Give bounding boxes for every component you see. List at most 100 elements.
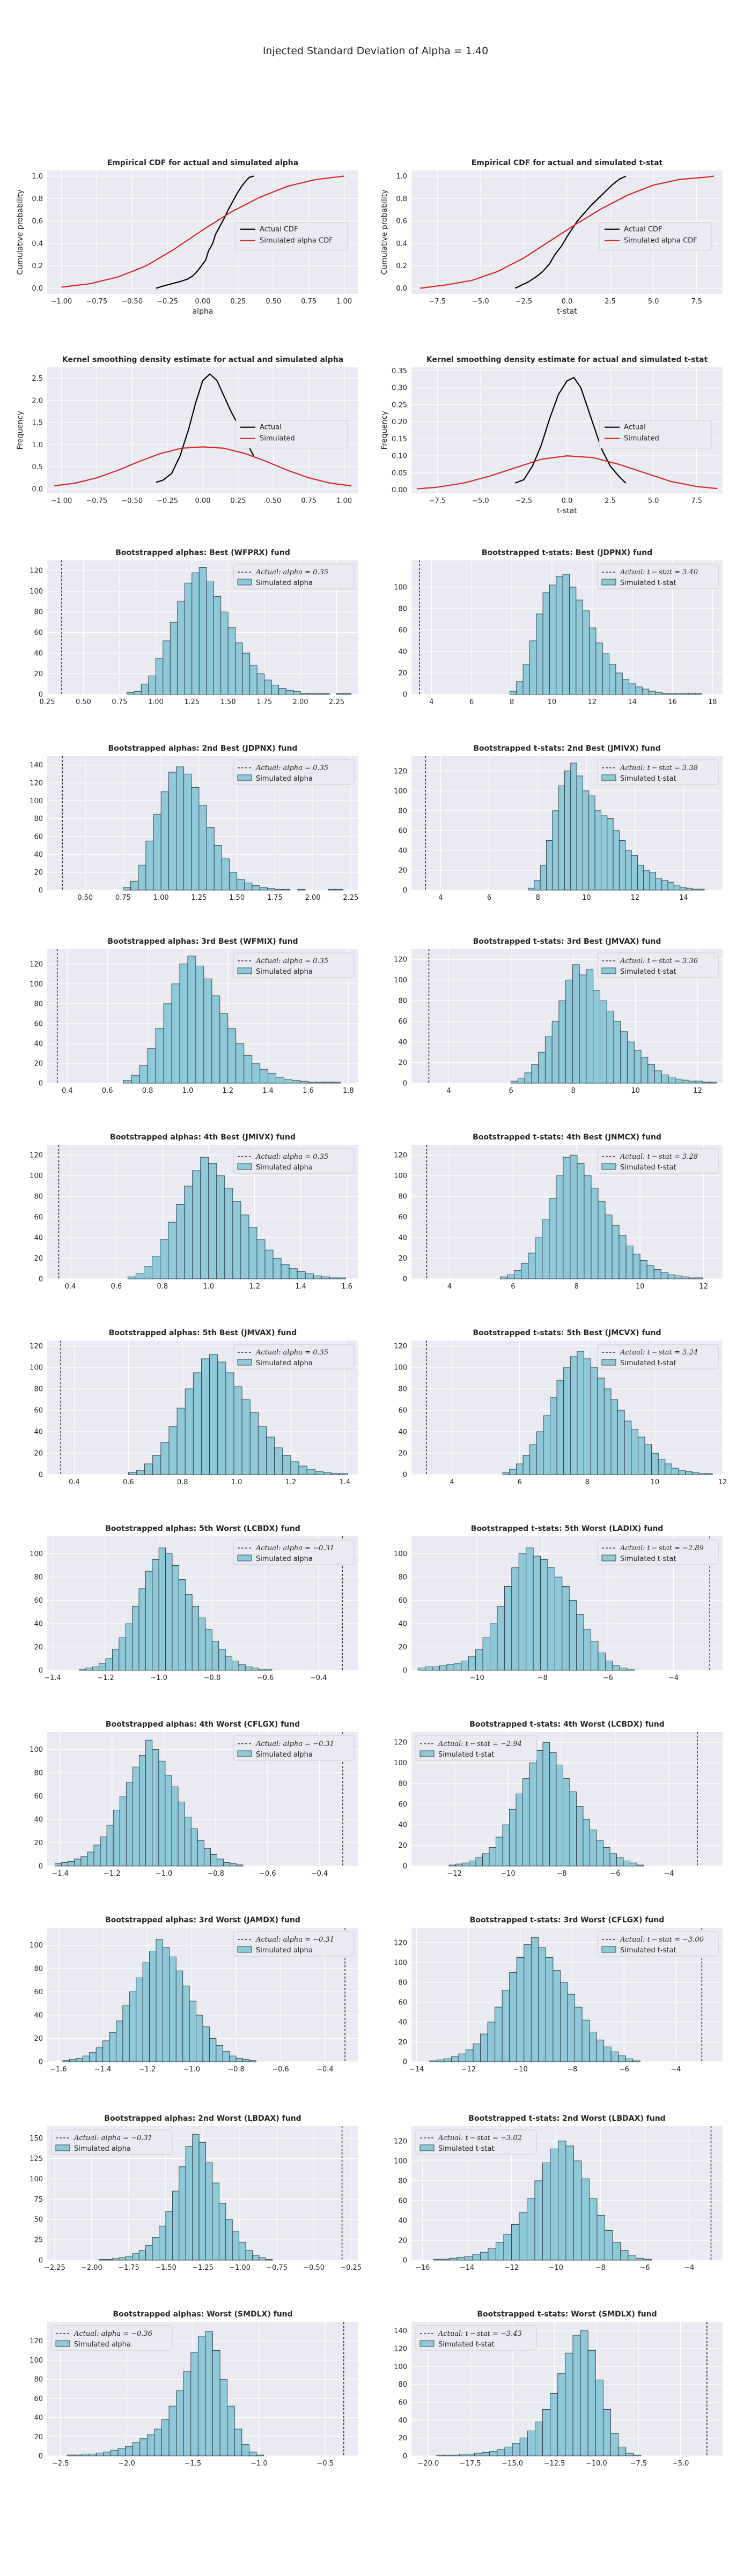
legend-label: Simulated alpha [256, 968, 313, 976]
histogram-bar [538, 1947, 546, 2062]
histogram-bar [591, 1641, 599, 1671]
histogram-bar [314, 693, 323, 695]
histogram-bar [87, 1852, 94, 1867]
histogram-bar [210, 1854, 218, 1867]
legend-label: Simulated alpha [256, 1946, 313, 1955]
histogram-bar [475, 1857, 483, 1867]
histogram-bar [570, 763, 577, 891]
legend-frame [597, 564, 719, 589]
histogram-bar [197, 2336, 206, 2456]
histogram-bar [668, 1077, 676, 1084]
histogram-bar [495, 2007, 503, 2062]
y-tick-label: 120 [394, 956, 407, 964]
histogram-bar [569, 587, 577, 695]
legend-label: Actual: alpha = 0.35 [255, 1349, 328, 1357]
histogram-bar [117, 2448, 126, 2456]
y-tick-label: 80 [34, 1193, 43, 1201]
y-tick-label: 40 [34, 2414, 43, 2422]
histogram-bar [168, 1426, 178, 1475]
legend: Actual: alpha = −0.31 Simulated alpha [51, 2129, 173, 2155]
subplot-7: 0.50 0.75 1.00 1.25 1.50 1.75 2.00 2.25 0 20 40 60 8… [30, 744, 358, 902]
y-tick-label: 60 [34, 1793, 43, 1801]
histogram-bar [79, 1669, 86, 1671]
histogram-bar [147, 1048, 156, 1084]
histogram-bar [245, 2250, 253, 2261]
legend-frame [233, 1344, 355, 1370]
histogram-bar [588, 795, 595, 891]
histogram-bar [142, 1962, 150, 2062]
chart-title: Bootstrapped t-stats: 5th Best (JMCVX) f… [473, 1329, 661, 1337]
histogram-bar [556, 576, 563, 695]
x-tick-label: −1.4 [44, 1674, 61, 1682]
histogram-bar [487, 2022, 496, 2062]
histogram-bar [503, 2234, 512, 2261]
histogram-bar [315, 1082, 325, 1084]
legend-swatch [601, 1359, 616, 1366]
histogram-bar [203, 979, 212, 1084]
histogram-bar [586, 969, 594, 1084]
y-tick-label: 60 [34, 1213, 43, 1222]
histogram-bar [89, 2453, 97, 2456]
histogram-bar [619, 1235, 627, 1279]
histogram-bar [282, 1455, 291, 1475]
histogram-bar [259, 887, 268, 891]
legend-frame [233, 1931, 355, 1957]
histogram-bar [542, 2409, 551, 2456]
histogram-bar [624, 1420, 632, 1475]
histogram-bar [168, 2405, 177, 2456]
histogram-bar [581, 2178, 590, 2261]
x-tick-label: −2.5 [516, 298, 533, 306]
histogram-bar [198, 1617, 206, 1671]
x-tick-label: 4 [438, 894, 443, 902]
histogram-bar [547, 1567, 555, 1671]
histogram-bar [211, 1641, 219, 1671]
histogram-bar [635, 686, 643, 695]
x-tick-label: 1.50 [229, 894, 245, 902]
x-tick-label: 8 [535, 894, 540, 902]
y-tick-label: 100 [30, 1364, 43, 1372]
x-tick-label: 1.75 [256, 698, 272, 706]
y-tick-label: 0.8 [32, 195, 43, 203]
y-tick-label: 40 [34, 2012, 43, 2020]
histogram-bar [136, 1470, 145, 1475]
histogram-bar [528, 1253, 536, 1279]
histogram-bar [451, 2056, 459, 2062]
histogram-bar [576, 599, 583, 695]
y-tick-label: 120 [394, 2137, 407, 2145]
x-tick-label: −0.50 [121, 497, 143, 505]
histogram-bar [160, 1442, 170, 1475]
histogram-bar [221, 858, 230, 891]
histogram-bar [509, 1972, 517, 2062]
series-line [156, 175, 254, 289]
histogram-bar [607, 818, 614, 891]
y-tick-label: 0.05 [392, 469, 407, 477]
histogram-bar [600, 815, 608, 891]
histogram-bar [99, 2259, 106, 2261]
histogram-bar [67, 2454, 75, 2456]
series-line [54, 446, 351, 487]
histogram-bar [605, 1661, 613, 1671]
chart-title: Bootstrapped alphas: Best (WFPRX) fund [115, 549, 290, 557]
histogram-bar [596, 2039, 605, 2062]
histogram-bar [249, 1412, 259, 1475]
histogram-bar [482, 2452, 490, 2456]
histogram-bar [128, 1472, 137, 1475]
histogram-bar [570, 1356, 578, 1475]
histogram-bar [688, 693, 696, 695]
histogram-bar [695, 693, 702, 695]
histogram-bar [631, 855, 638, 891]
x-tick-label: 2.5 [605, 298, 616, 306]
y-tick-label: 100 [394, 2157, 407, 2165]
histogram-bar [473, 2044, 481, 2062]
histogram-bar [109, 2032, 116, 2062]
y-tick-label: 80 [398, 1193, 407, 1201]
histogram-bar [432, 1667, 440, 1671]
y-tick-label: 0 [39, 2257, 43, 2265]
y-tick-label: 20 [398, 2038, 407, 2046]
subplot-22: −16 −14 −12 −10 −8 −6 −4 0 20 40 60 80 100 120 Bootstr… [394, 2114, 723, 2272]
chart-title: Bootstrapped alphas: 4th Worst (CFLGX) f… [106, 1720, 300, 1729]
x-tick-label: −7.5 [630, 2460, 647, 2468]
y-tick-label: 100 [394, 787, 407, 795]
legend-label: Actual: t − stat = 3.28 [620, 1153, 698, 1161]
histogram-bar [610, 1399, 619, 1475]
